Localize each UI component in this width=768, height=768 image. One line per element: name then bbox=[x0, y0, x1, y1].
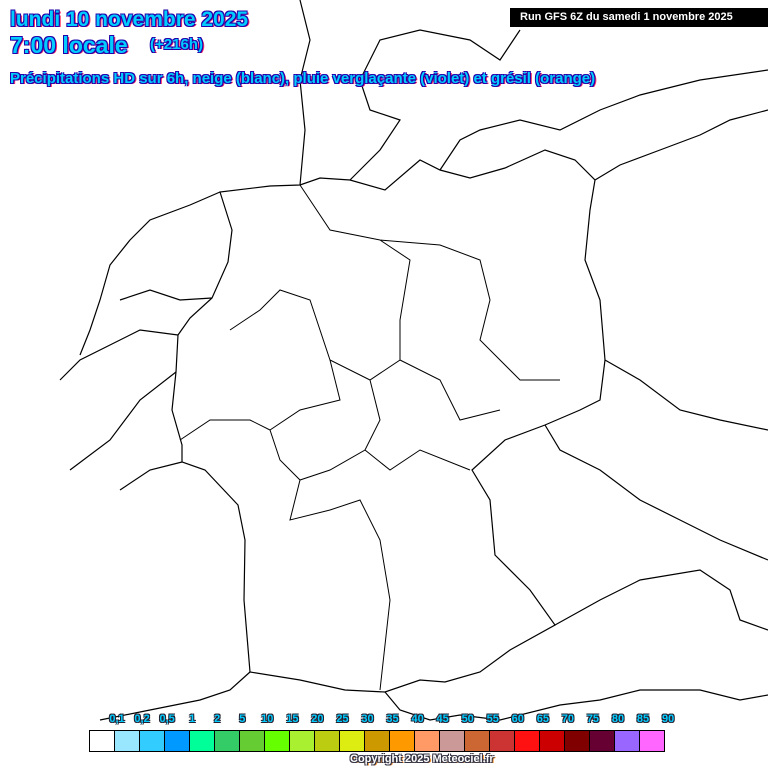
legend-swatch bbox=[515, 731, 540, 751]
legend-swatch bbox=[140, 731, 165, 751]
map-description: Précipitations HD sur 6h, neige (blanc),… bbox=[10, 70, 596, 87]
poland-coast bbox=[594, 109, 768, 181]
legend-label: 30 bbox=[361, 713, 374, 725]
denmark-coast bbox=[299, 0, 768, 186]
legend-swatch bbox=[390, 731, 415, 751]
legend-label: 0,2 bbox=[134, 713, 150, 725]
legend-label: 45 bbox=[436, 713, 449, 725]
legend-label: 85 bbox=[636, 713, 650, 725]
legend-label: 75 bbox=[586, 713, 600, 725]
legend-label: 1 bbox=[189, 713, 196, 725]
legend-label: 10 bbox=[261, 713, 274, 725]
legend-label: 60 bbox=[511, 713, 524, 725]
legend-swatch bbox=[240, 731, 265, 751]
legend-swatch bbox=[340, 731, 365, 751]
legend-swatch bbox=[490, 731, 515, 751]
legend-label: 65 bbox=[536, 713, 549, 725]
legend-label: 80 bbox=[611, 713, 625, 725]
legend-swatch bbox=[565, 731, 590, 751]
legend-label: 0,5 bbox=[159, 713, 175, 725]
legend-label: 90 bbox=[661, 713, 675, 725]
precipitation-legend bbox=[89, 730, 665, 752]
legend-swatch bbox=[265, 731, 290, 751]
legend-swatch bbox=[465, 731, 490, 751]
austria-swiss-border bbox=[99, 671, 768, 721]
legend-label: 35 bbox=[386, 713, 399, 725]
legend-swatch bbox=[590, 731, 615, 751]
netherlands-coast bbox=[79, 191, 221, 356]
legend-swatch bbox=[90, 731, 115, 751]
netherlands-belgium-border bbox=[59, 289, 213, 491]
legend-swatch bbox=[115, 731, 140, 751]
czech-border bbox=[544, 359, 768, 631]
legend-label: 50 bbox=[461, 713, 474, 725]
legend-label: 40 bbox=[411, 713, 424, 725]
legend-swatch bbox=[440, 731, 465, 751]
legend-swatch bbox=[615, 731, 640, 751]
legend-label: 55 bbox=[486, 713, 499, 725]
model-run-label: Run GFS 6Z du samedi 1 novembre 2025 bbox=[510, 8, 768, 27]
legend-swatch bbox=[640, 731, 664, 751]
legend-label: 2 bbox=[214, 713, 221, 725]
legend-swatch bbox=[315, 731, 340, 751]
legend-label: 25 bbox=[336, 713, 349, 725]
copyright: Copyright 2025 Meteociel.fr bbox=[350, 753, 494, 765]
legend-swatch bbox=[290, 731, 315, 751]
legend-label: 70 bbox=[561, 713, 575, 725]
germany-border bbox=[171, 149, 606, 693]
legend-swatch bbox=[365, 731, 390, 751]
legend-swatch bbox=[190, 731, 215, 751]
forecast-time: 7:00 locale bbox=[10, 32, 128, 58]
legend-label: 15 bbox=[286, 713, 299, 725]
legend-swatch bbox=[415, 731, 440, 751]
legend-swatch bbox=[540, 731, 565, 751]
legend-label: 20 bbox=[311, 713, 324, 725]
legend-label: 0,1 bbox=[109, 713, 125, 725]
legend-swatch bbox=[165, 731, 190, 751]
state-borders bbox=[179, 184, 560, 691]
forecast-date: lundi 10 novembre 2025 bbox=[10, 8, 249, 31]
legend-swatch bbox=[215, 731, 240, 751]
forecast-lead-time: (+216h) bbox=[150, 36, 203, 53]
legend-label: 5 bbox=[239, 713, 246, 725]
